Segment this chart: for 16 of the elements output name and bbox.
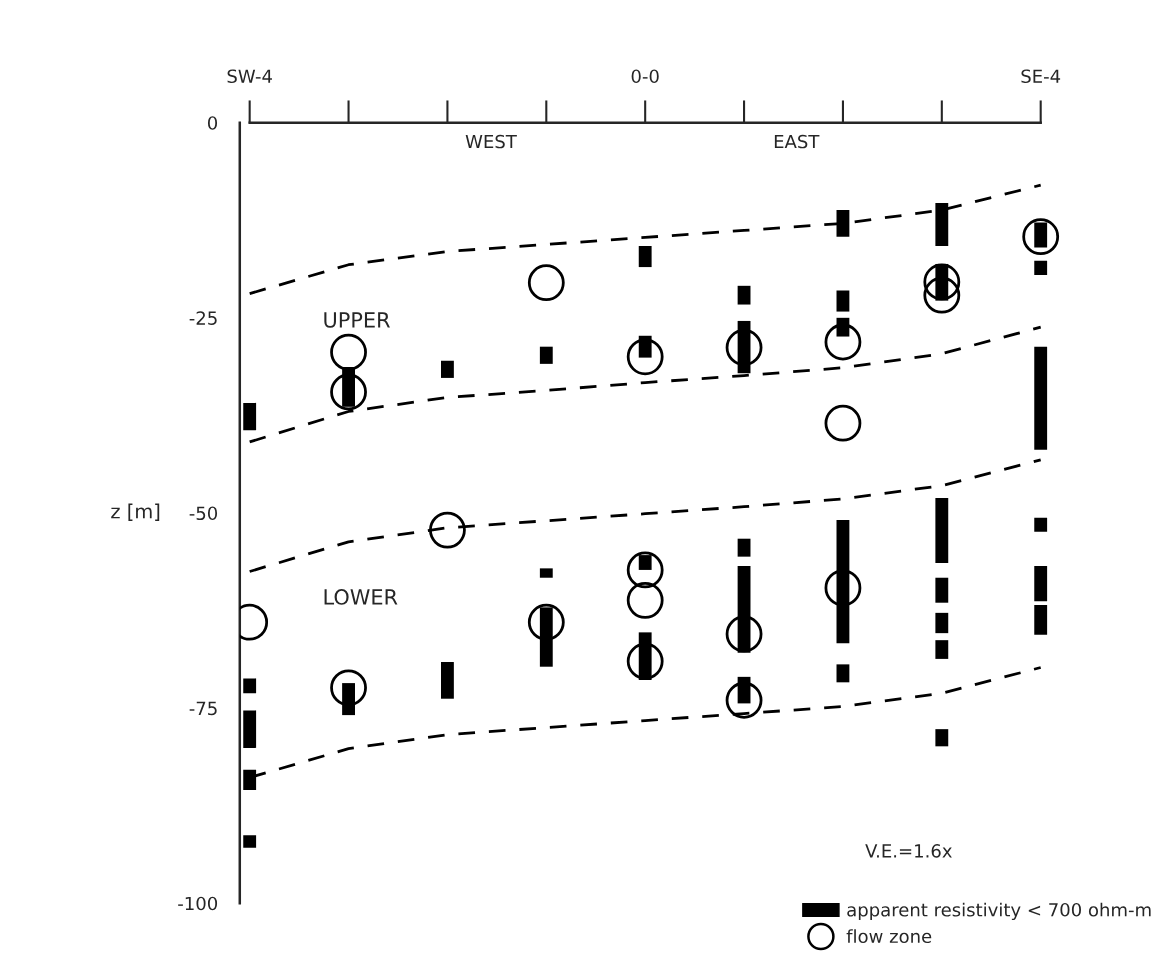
annotation: UPPER (324, 312, 390, 328)
x-tick-label: SW-4 (227, 69, 272, 84)
annotation: LOWER (324, 589, 398, 605)
annotation: EAST (774, 134, 820, 149)
legend-label: apparent resistivity < 700 ohm-m (847, 902, 1151, 921)
annotation: V.E.=1.6x (865, 844, 952, 858)
y-tick-label: -50 (189, 506, 218, 521)
annotation: WEST (465, 134, 517, 149)
y-tick-label: -75 (189, 701, 217, 716)
y-tick-label: 0 (207, 116, 218, 130)
x-tick-label: SE-4 (1021, 69, 1061, 84)
x-tick-label: 0-0 (631, 69, 659, 84)
y-axis-title: z [m] (111, 503, 160, 521)
y-tick-label: -100 (178, 896, 218, 911)
legend-label: flow zone (846, 929, 932, 944)
y-tick-label: -25 (189, 311, 217, 325)
